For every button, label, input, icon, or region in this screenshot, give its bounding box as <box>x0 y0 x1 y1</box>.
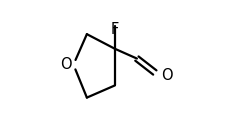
Text: F: F <box>111 22 119 37</box>
Text: O: O <box>161 68 172 83</box>
Text: O: O <box>61 57 72 72</box>
